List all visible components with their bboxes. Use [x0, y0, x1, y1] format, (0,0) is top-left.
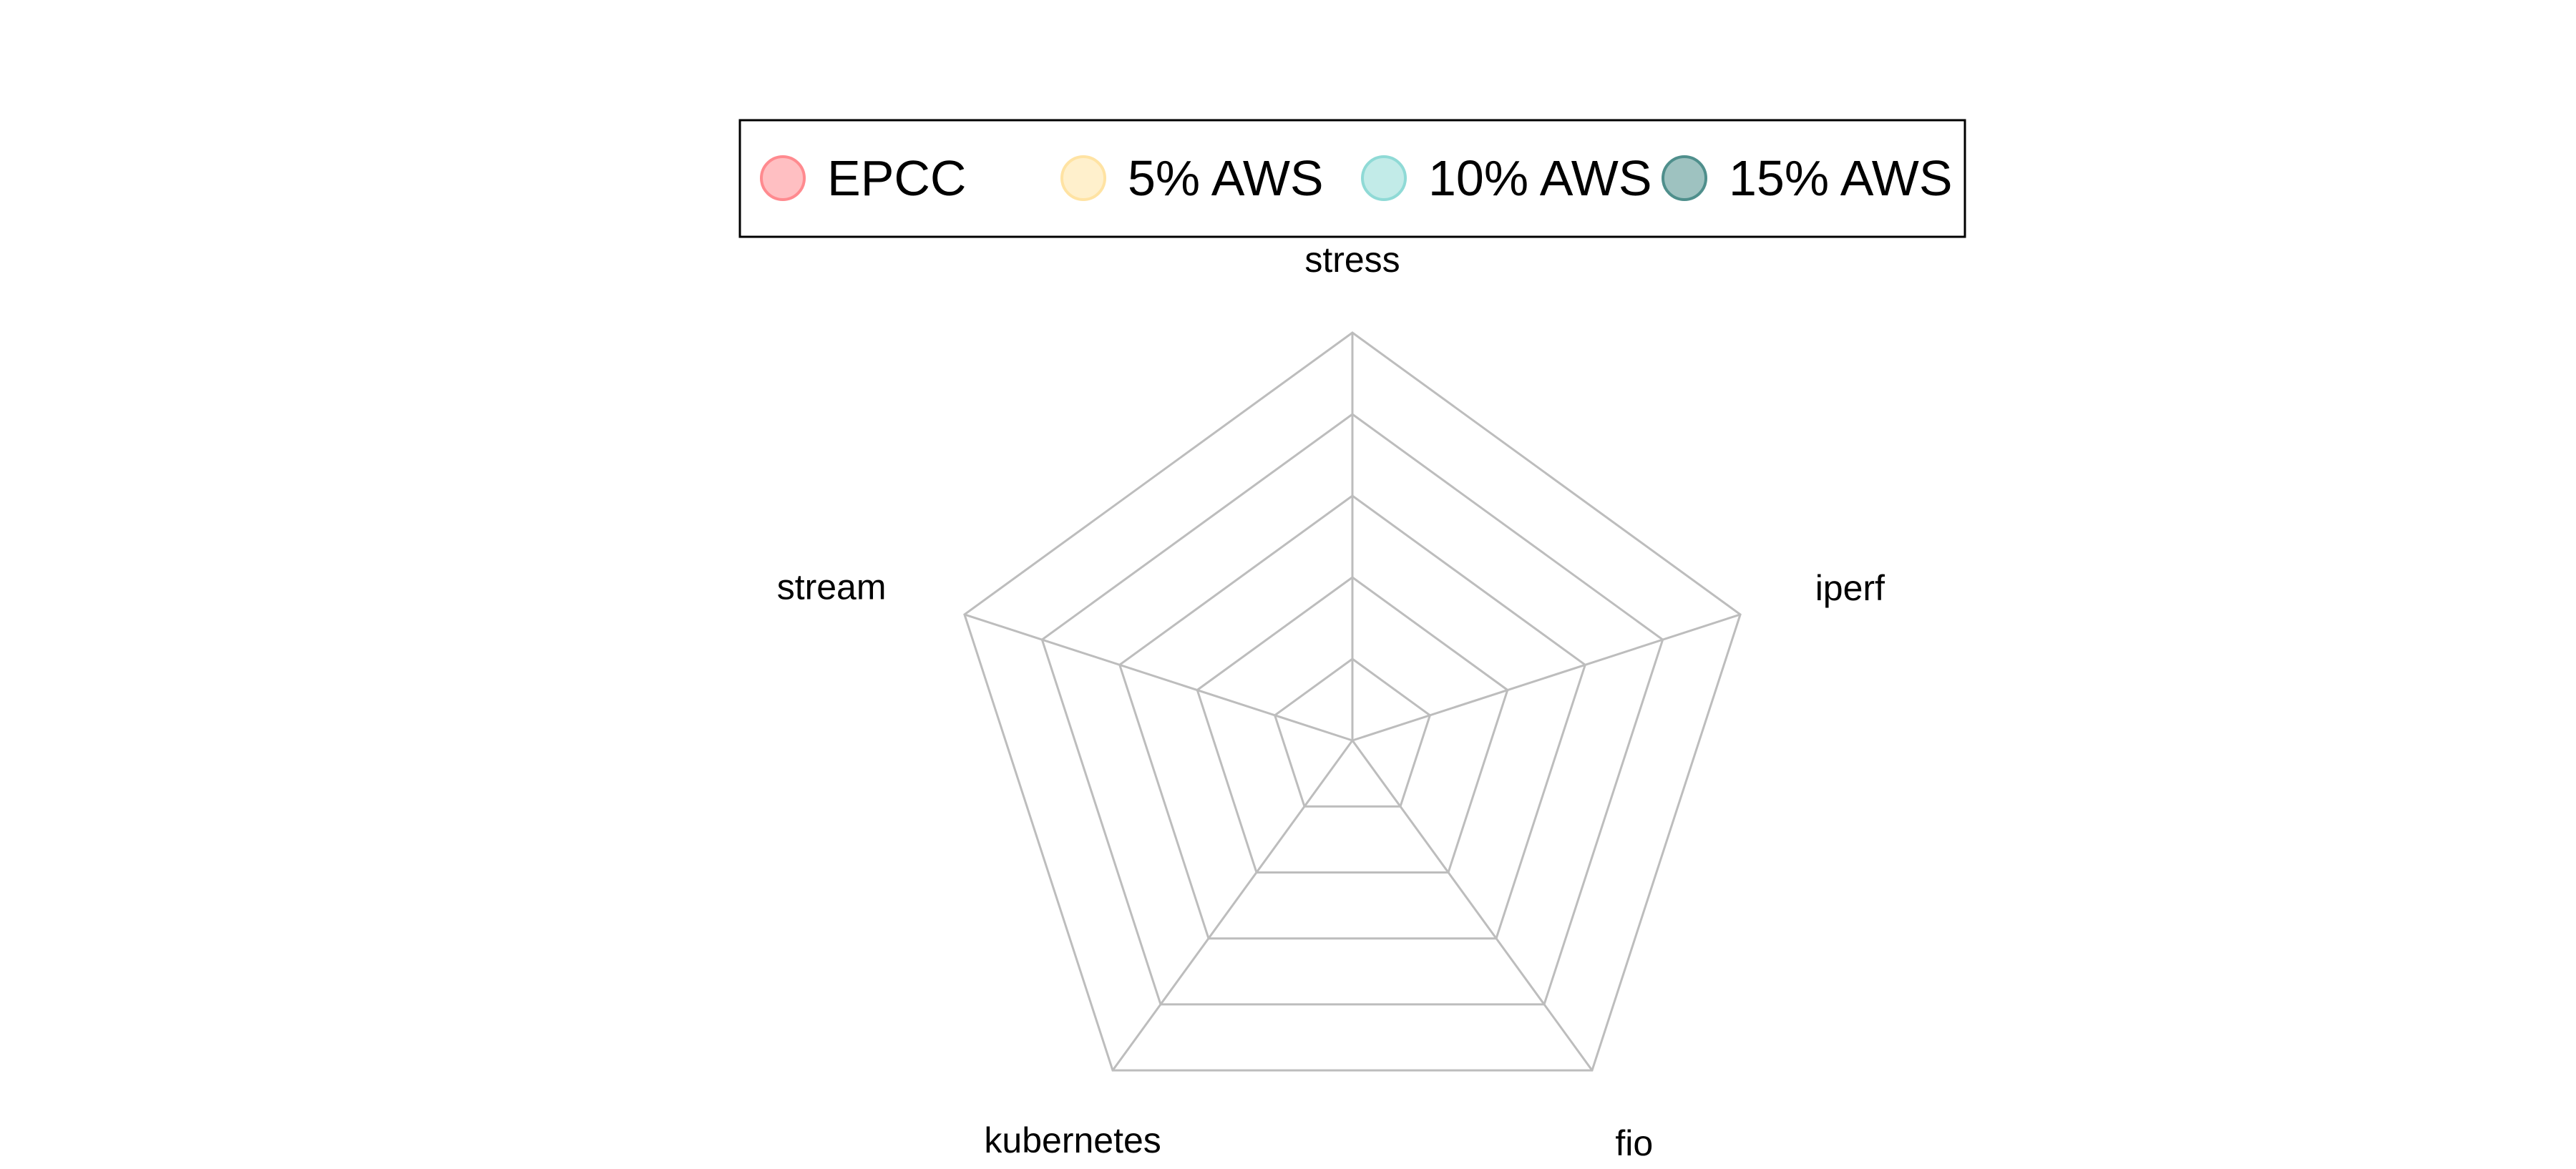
radar-grid: [963, 331, 1742, 1072]
legend-swatch-3: [1662, 155, 1707, 201]
grid-ring-1: [1273, 657, 1432, 808]
axis-label-stream: stream: [777, 567, 887, 607]
axis-label-kubernetes: kubernetes: [984, 1120, 1161, 1160]
spoke-fio: [1351, 740, 1594, 1071]
legend-label-2: 10% AWS: [1428, 150, 1652, 206]
legend-swatch-1: [1060, 155, 1106, 201]
axis-label-iperf: iperf: [1815, 568, 1885, 608]
legend-box: [738, 119, 1966, 238]
grid-ring-5: [963, 331, 1742, 1072]
legend: EPCC 5% AWS 10% AWS 15% AWS: [738, 119, 1966, 238]
legend-label-1: 5% AWS: [1128, 150, 1324, 206]
spoke-kubernetes: [1111, 740, 1354, 1071]
legend-swatch-2: [1361, 155, 1407, 201]
legend-label-0: EPCC: [827, 150, 966, 206]
grid-ring-4: [1040, 413, 1664, 1006]
spoke-stream: [964, 613, 1353, 742]
axis-labels: stress iperf fio kubernetes stream: [777, 240, 1885, 1163]
legend-label-3: 15% AWS: [1729, 150, 1953, 206]
axis-label-stress: stress: [1304, 240, 1400, 280]
legend-swatch-0: [760, 155, 806, 201]
radar-spokes: [964, 333, 1741, 1071]
axis-label-fio: fio: [1615, 1123, 1653, 1163]
spoke-iperf: [1352, 613, 1741, 742]
grid-ring-2: [1196, 576, 1509, 874]
grid-ring-3: [1118, 494, 1587, 940]
